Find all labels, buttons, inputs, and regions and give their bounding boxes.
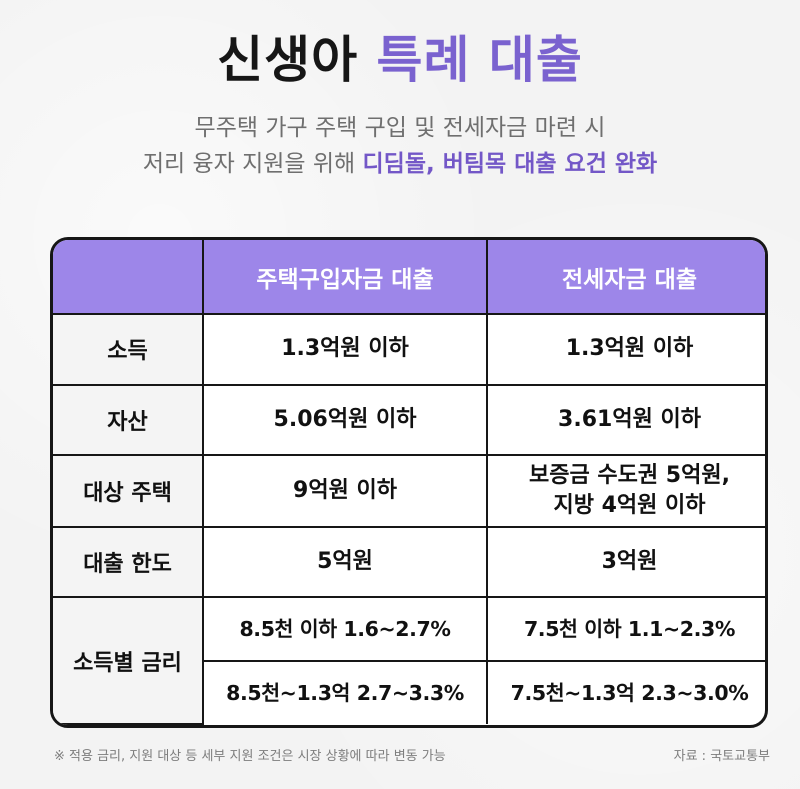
cell-rate-purchase-tier-2: 8.5천~1.3억 2.7~3.3%	[203, 659, 488, 724]
cell-income-purchase: 1.3억원 이하	[202, 314, 488, 386]
subtitle-line-2-accent: 디딤돌, 버팀목 대출 요건 완화	[362, 151, 658, 177]
cell-housing-purchase: 9억원 이하	[202, 454, 488, 528]
cell-rate-jeonse-tier-1: 7.5천 이하 1.1~2.3%	[486, 596, 765, 662]
subtitle: 무주택 가구 주택 구입 및 전세자금 마련 시 저리 융자 지원을 위해 디딤…	[0, 110, 800, 182]
table-row: 소득 1.3억원 이하 1.3억원 이하	[53, 314, 765, 386]
cell-limit-purchase: 5억원	[202, 525, 488, 599]
header-purchase-loan: 주택구입자금 대출	[202, 240, 488, 315]
cell-limit-jeonse: 3억원	[486, 525, 765, 599]
cell-rate-purchase-tier-1: 8.5천 이하 1.6~2.7%	[202, 596, 488, 662]
table-row: 자산 5.06억원 이하 3.61억원 이하	[53, 383, 765, 457]
cell-housing-jeonse-line-2: 지방 4억원 이하	[553, 492, 706, 518]
table-row: 8.5천~1.3억 2.7~3.3% 7.5천~1.3억 2.3~3.0%	[53, 659, 765, 724]
cell-income-jeonse: 1.3억원 이하	[486, 314, 765, 386]
cell-assets-jeonse: 3.61억원 이하	[486, 383, 765, 457]
row-label-income: 소득	[53, 314, 204, 386]
row-label-loan-limit: 대출 한도	[53, 525, 204, 599]
table-row: 대상 주택 9억원 이하 보증금 수도권 5억원, 지방 4억원 이하	[53, 454, 765, 528]
cell-housing-jeonse-line-1: 보증금 수도권 5억원,	[529, 462, 730, 488]
header-jeonse-loan: 전세자금 대출	[486, 240, 765, 315]
table-row: 대출 한도 5억원 3억원	[53, 525, 765, 599]
loan-comparison-table: 주택구입자금 대출 전세자금 대출 소득 1.3억원 이하 1.3억원 이하 자…	[50, 237, 768, 728]
cell-housing-jeonse: 보증금 수도권 5억원, 지방 4억원 이하	[486, 454, 765, 528]
table-row: 소득별 금리 8.5천 이하 1.6~2.7% 7.5천 이하 1.1~2.3%	[53, 596, 765, 725]
footnote: ※ 적용 금리, 지원 대상 등 세부 지원 조건은 시장 상황에 따라 변동 …	[54, 749, 446, 764]
page-title: 신생아 특례 대출	[0, 30, 800, 90]
source-credit: 자료 : 국토교통부	[673, 749, 770, 764]
row-label-target-housing: 대상 주택	[53, 454, 204, 528]
row-label-income-rate: 소득별 금리	[53, 596, 204, 725]
cell-rate-jeonse-tier-2: 7.5천~1.3억 2.3~3.0%	[486, 659, 765, 724]
header-corner-cell	[53, 240, 204, 315]
subtitle-line-2-plain: 저리 융자 지원을 위해	[142, 151, 363, 177]
title-accent: 특례 대출	[376, 31, 583, 89]
title-main: 신생아	[217, 31, 359, 89]
subtitle-line-1: 무주택 가구 주택 구입 및 전세자금 마련 시	[194, 115, 606, 141]
cell-assets-purchase: 5.06억원 이하	[202, 383, 488, 457]
subtitle-line-2: 저리 융자 지원을 위해 디딤돌, 버팀목 대출 요건 완화	[0, 146, 800, 182]
row-label-assets: 자산	[53, 383, 204, 457]
